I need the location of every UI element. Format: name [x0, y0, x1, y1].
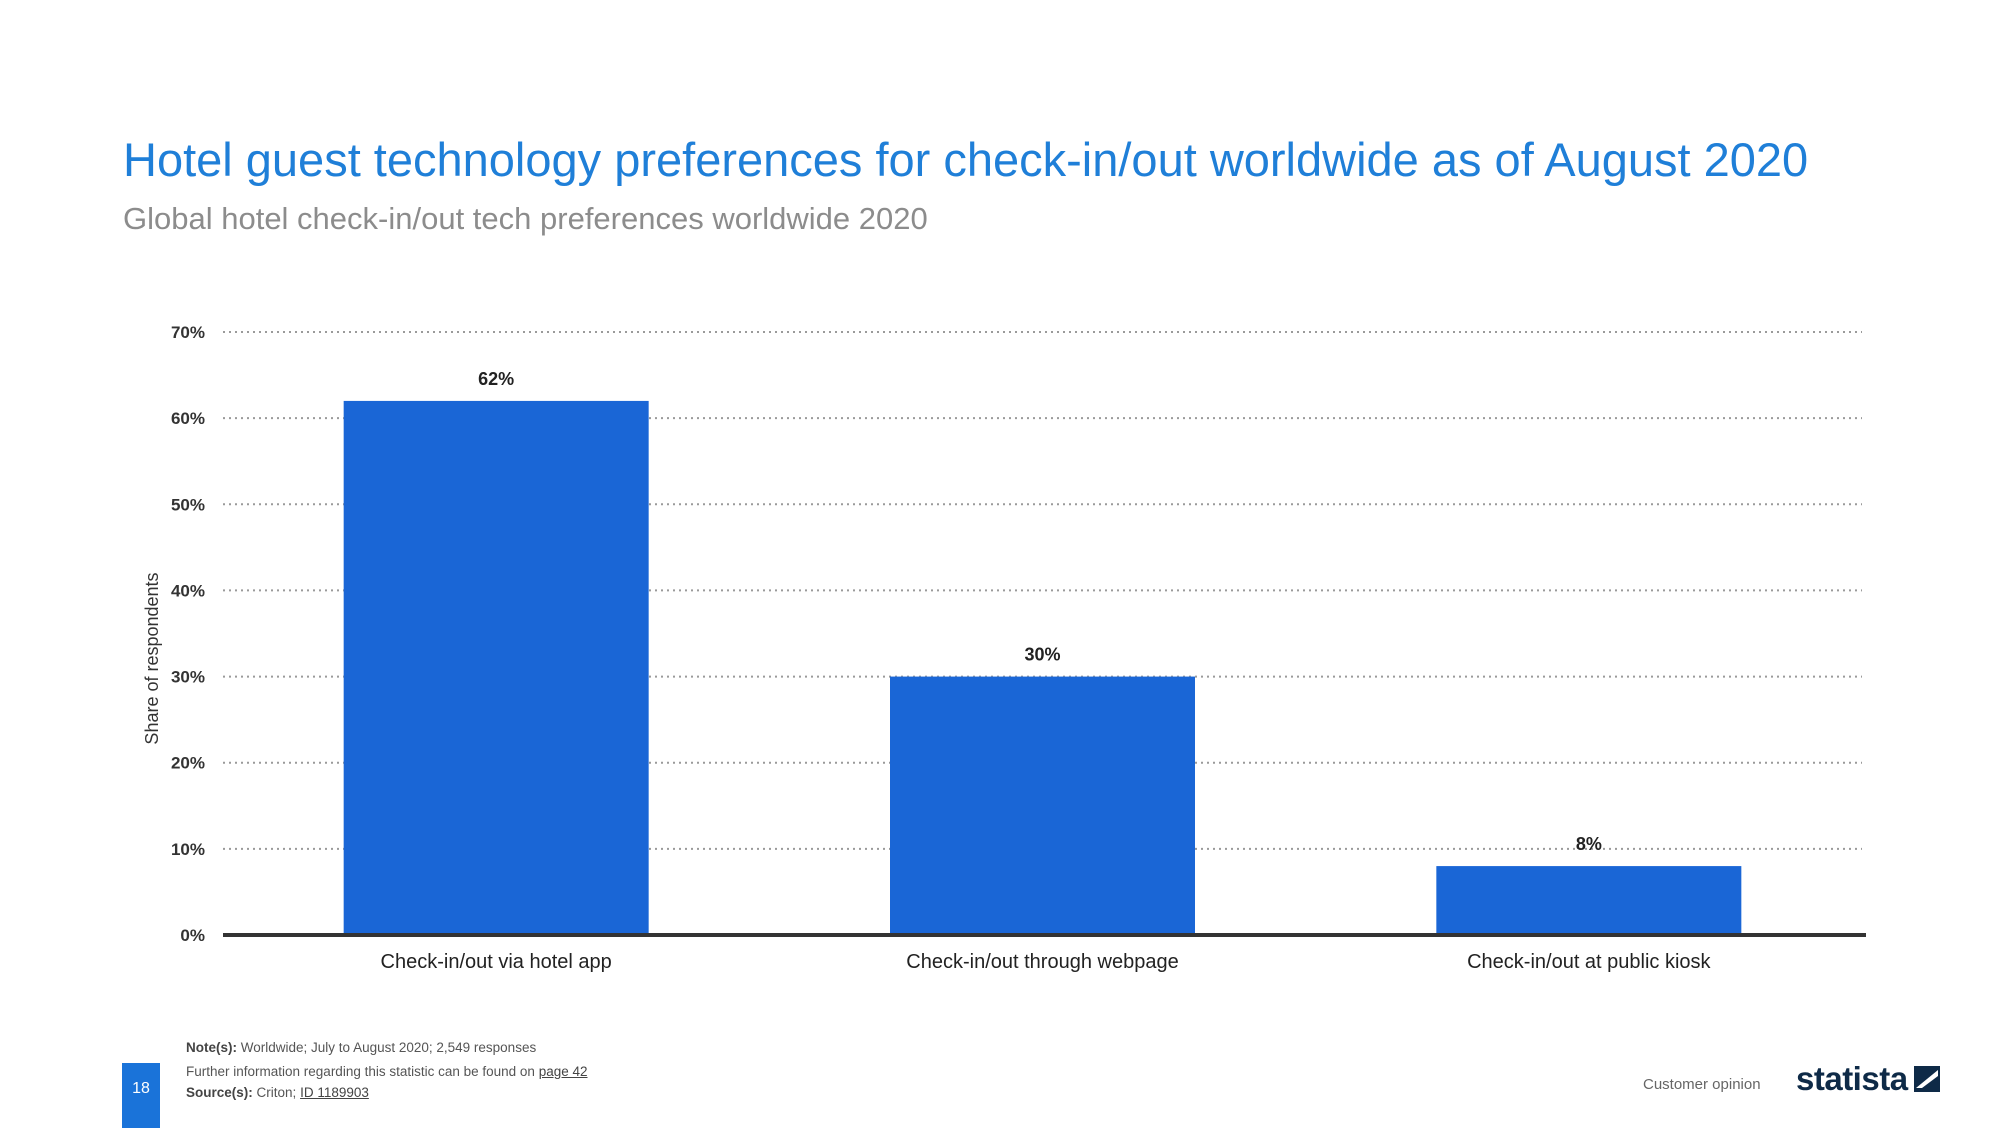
y-axis-ticks: 0% 10% 20% 30% 40% 50% 60% 70%	[171, 323, 205, 945]
x-axis-categories: Check-in/out via hotel app Check-in/out t…	[381, 951, 1712, 973]
source-label: Source(s):	[186, 1085, 253, 1100]
bars	[343, 400, 1742, 935]
note-text: Worldwide; July to August 2020; 2,549 re…	[240, 1040, 537, 1055]
y-tick-label: 10%	[171, 840, 205, 859]
y-tick-label: 70%	[171, 323, 205, 342]
bar	[343, 400, 649, 935]
bar	[890, 676, 1195, 935]
chart-title: Hotel guest technology preferences for c…	[123, 133, 1809, 186]
bar-chart: 0% 10% 20% 30% 40% 50% 60% 70% 62% 30% 8% Check-i…	[142, 323, 1866, 973]
y-tick-label: 40%	[171, 581, 205, 600]
source-link[interactable]: ID 1189903	[300, 1085, 369, 1100]
footer-source: Source(s): Criton; ID 1189903	[186, 1085, 369, 1100]
data-labels: 62% 30% 8%	[478, 369, 1602, 854]
further-text: Further information regarding this stati…	[186, 1064, 535, 1079]
footer-further: Further information regarding this stati…	[186, 1064, 588, 1079]
source-text: Criton;	[256, 1085, 297, 1100]
x-category-label: Check-in/out via hotel app	[381, 951, 612, 973]
brand-name: statista	[1796, 1060, 1908, 1097]
x-category-label: Check-in/out at public kiosk	[1467, 951, 1711, 973]
statista-mark-icon	[1913, 1066, 1940, 1092]
category-label: Customer opinion	[1643, 1076, 1761, 1093]
y-axis-label: Share of respondents	[142, 572, 162, 744]
footer-note: Note(s): Worldwide; July to August 2020;…	[186, 1040, 536, 1055]
x-category-label: Check-in/out through webpage	[906, 951, 1178, 973]
data-label: 62%	[478, 369, 514, 389]
y-tick-label: 20%	[171, 754, 205, 773]
statista-logo: statista	[1796, 1060, 1940, 1098]
chart-subtitle: Global hotel check-in/out tech preferenc…	[123, 201, 928, 236]
page-number: 18	[122, 1063, 160, 1128]
y-tick-label: 0%	[180, 926, 205, 945]
y-tick-label: 60%	[171, 409, 205, 428]
data-label: 8%	[1576, 834, 1602, 854]
further-link[interactable]: page 42	[538, 1064, 588, 1079]
data-label: 30%	[1024, 645, 1060, 665]
bar	[1436, 866, 1742, 935]
y-tick-label: 30%	[171, 668, 205, 687]
note-label: Note(s):	[186, 1040, 237, 1055]
y-tick-label: 50%	[171, 495, 205, 514]
